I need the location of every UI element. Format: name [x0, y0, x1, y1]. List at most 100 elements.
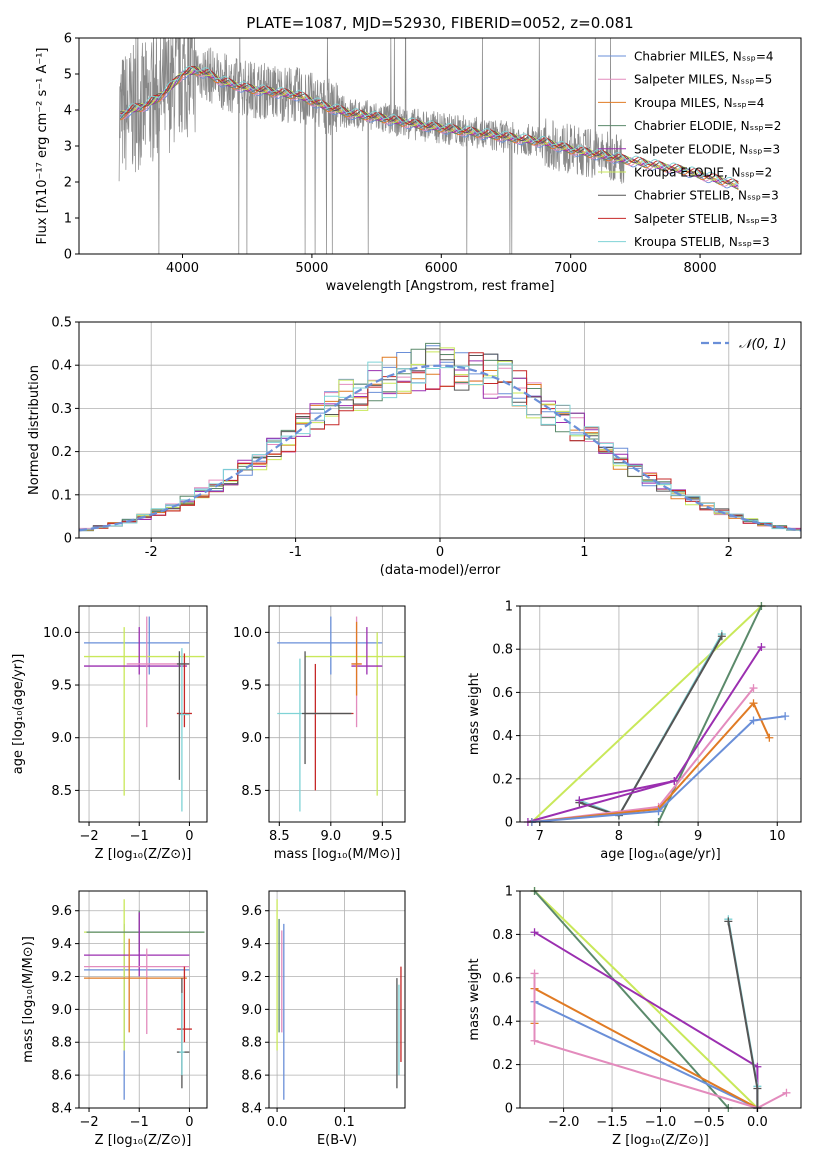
data-point-marker — [530, 969, 539, 978]
x-tick-label: −2 — [79, 1115, 98, 1130]
data-point-marker — [575, 796, 584, 805]
y-tick-label: 9.0 — [51, 1003, 72, 1018]
y-tick-label: 9.0 — [241, 1003, 262, 1018]
data-point-marker — [782, 1088, 791, 1097]
x-axis-label: Z [log₁₀(Z/Z⊙)] — [95, 847, 192, 862]
x-tick-label: 10 — [769, 829, 786, 844]
y-tick-label: 9.5 — [51, 679, 72, 694]
legend-label: 𝒩(0, 1) — [739, 337, 786, 352]
x-axis-label: (data-model)/error — [380, 563, 501, 578]
axes-frame — [268, 605, 406, 823]
data-point-marker — [765, 733, 774, 742]
y-tick-label: 9.0 — [51, 731, 72, 746]
y-tick-label: 9.6 — [51, 904, 72, 919]
x-tick-label: −1 — [130, 829, 149, 844]
plot-area — [530, 887, 791, 1112]
y-tick-label: 9.5 — [241, 679, 262, 694]
x-tick-label: 7000 — [554, 261, 587, 276]
y-tick-label: 1 — [505, 885, 513, 900]
x-axis-label: age [log₁₀(age/yr)] — [600, 847, 721, 862]
series-line — [531, 701, 771, 823]
legend-label: Salpeter STELIB, Nₛₛₚ=3 — [634, 212, 778, 226]
legend: 𝒩(0, 1) — [701, 337, 786, 352]
legend-label: Chabrier STELIB, Nₛₛₚ=3 — [634, 189, 779, 203]
data-point-marker — [530, 1036, 539, 1045]
y-tick-label: 1 — [64, 212, 72, 227]
y-tick-label: 6 — [64, 32, 72, 47]
y-tick-label: 0.4 — [51, 359, 72, 374]
plot-area — [84, 616, 205, 812]
data-point-marker — [749, 716, 758, 725]
x-tick-label: 8 — [615, 829, 623, 844]
x-tick-label: 8.5 — [269, 829, 290, 844]
model-series-line — [120, 65, 739, 185]
legend-label: Salpeter ELODIE, Nₛₛₚ=3 — [634, 142, 780, 156]
y-tick-label: 0.4 — [492, 1015, 513, 1030]
x-tick-label: 0.1 — [334, 1115, 355, 1130]
x-tick-label: 9.0 — [320, 829, 341, 844]
y-tick-label: 8.4 — [51, 1102, 72, 1117]
axes-residuals: -2 -1 0 1 2 0 0.1 0.2 0.3 0.4 0.5 (data-model)/erro… — [27, 316, 802, 578]
x-tick-label: 7 — [536, 829, 544, 844]
legend: Chabrier MILES, Nₛₛₚ=4 Salpeter MILES, Nₛ… — [598, 50, 781, 249]
plot-area — [277, 616, 405, 812]
y-axis-label: Flux [fλ10⁻¹⁷ erg cm⁻² s⁻¹ A⁻¹] — [35, 48, 50, 245]
data-point-marker — [757, 643, 766, 652]
legend-label: Kroupa STELIB, Nₛₛₚ=3 — [634, 235, 770, 249]
axes-frame — [78, 890, 208, 1109]
data-point-marker — [530, 928, 539, 937]
series-line — [531, 605, 763, 823]
axes-massweight_vs_age: 7 8 9 10 0 0.2 0.4 0.6 0.8 1 age [log₁₀(age/yr)] ma… — [467, 600, 802, 862]
data-point-marker — [749, 684, 758, 693]
x-tick-label: 0.0 — [267, 1115, 288, 1130]
series-line — [657, 605, 763, 823]
y-tick-label: 0.3 — [51, 402, 72, 417]
x-tick-label: −2 — [79, 829, 98, 844]
model-series-line — [120, 66, 739, 186]
series-line — [533, 931, 759, 1108]
data-point-marker — [753, 1084, 762, 1093]
series-line — [579, 780, 675, 802]
data-point-marker — [654, 807, 663, 816]
series-line — [531, 687, 755, 823]
y-tick-label: 0.8 — [492, 928, 513, 943]
data-point-marker — [724, 917, 733, 926]
legend-label: Chabrier ELODIE, Nₛₛₚ=2 — [634, 119, 781, 133]
legend-label: Kroupa ELODIE, Nₛₛₚ=2 — [634, 166, 772, 180]
plot-area — [523, 602, 790, 826]
y-tick-label: 0.2 — [51, 445, 72, 460]
x-tick-label: 1 — [580, 545, 588, 560]
y-tick-label: 0.1 — [51, 488, 72, 503]
x-axis-label: Z [log₁₀(Z/Z⊙)] — [95, 1133, 192, 1148]
x-tick-label: 2 — [725, 545, 733, 560]
y-tick-label: 0 — [505, 816, 513, 831]
series-line — [534, 1000, 758, 1109]
x-tick-label: −1.0 — [645, 1115, 677, 1130]
histogram-series — [79, 352, 801, 531]
y-tick-label: 9.0 — [241, 731, 262, 746]
x-tick-label: 0.0 — [747, 1115, 768, 1130]
y-axis-label: mass weight — [467, 673, 482, 755]
y-tick-label: 0.5 — [51, 316, 72, 331]
x-tick-label: 0 — [185, 1115, 193, 1130]
model-series-line — [120, 66, 739, 186]
plot-area — [118, 38, 739, 254]
series-line — [533, 890, 730, 1109]
x-tick-label: 0 — [436, 545, 444, 560]
y-tick-label: 8.6 — [51, 1069, 72, 1084]
y-tick-label: 0 — [505, 1102, 513, 1117]
x-tick-label: −2.0 — [548, 1115, 580, 1130]
series-line — [531, 715, 786, 823]
y-tick-label: 5 — [64, 68, 72, 83]
series-line — [727, 921, 759, 1108]
y-tick-label: 0.2 — [492, 1058, 513, 1073]
x-tick-label: −1.5 — [596, 1115, 628, 1130]
y-tick-label: 8.4 — [241, 1102, 262, 1117]
axes-mass_vs_Z: −2 −1 0 8.4 8.6 8.8 9.0 9.2 9.4 9.6 Z [log₁₀(Z/Z⊙)… — [21, 890, 208, 1148]
y-axis-label: mass [log₁₀(M/M⊙)] — [21, 936, 36, 1063]
y-tick-label: 8.5 — [241, 784, 262, 799]
y-tick-label: 0.2 — [492, 772, 513, 787]
series-line — [533, 973, 787, 1110]
x-axis-label: wavelength [Angstrom, rest frame] — [326, 279, 555, 294]
